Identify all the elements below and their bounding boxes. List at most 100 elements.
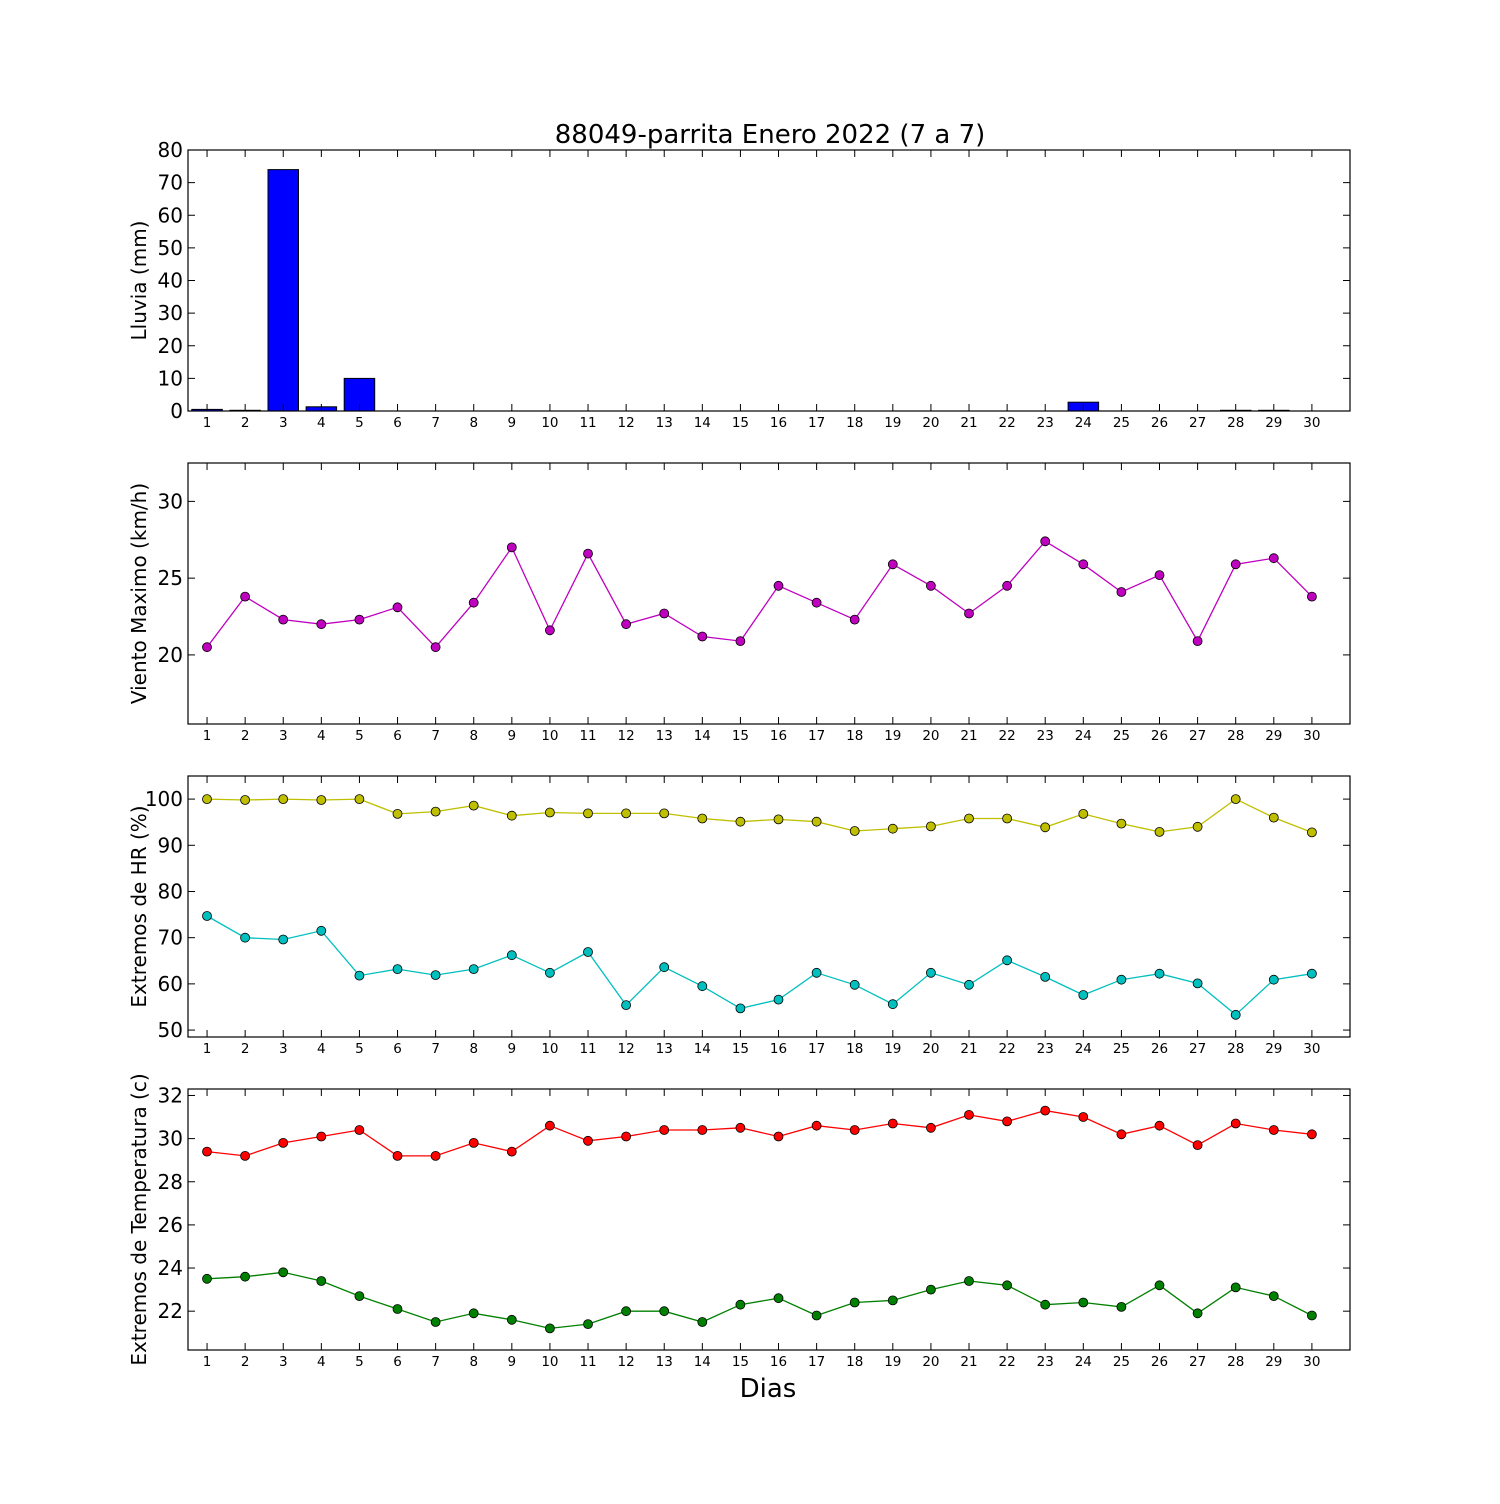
- panel-2-series-1-point-day-12: [621, 619, 631, 630]
- panel-1-xtick-label: 8: [469, 415, 478, 431]
- panel-2-xtick-label: 22: [999, 728, 1016, 744]
- panel-3-series-2-point-day-27: [1192, 978, 1203, 989]
- panel-3-series-1-point-day-5: [354, 794, 365, 804]
- panel-4-series-2-point-day-23: [1040, 1299, 1051, 1310]
- panel-3-xtick-label: 23: [1037, 1041, 1054, 1057]
- panel-4-series-1-line: [206, 1109, 1312, 1157]
- panel-4-xtick-label: 20: [922, 1354, 939, 1370]
- panel-2-series-1-point-day-2: [240, 591, 251, 602]
- panel-1-xtick-label: 24: [1075, 415, 1092, 431]
- panel-4-xtick-label: 1: [203, 1354, 212, 1370]
- panel-1-xtick-label: 17: [808, 415, 825, 431]
- panel-3-frame: [187, 775, 1351, 1038]
- panel-1-ytick-label: 60: [158, 203, 183, 227]
- panel-4-xtick-label: 22: [999, 1354, 1016, 1370]
- panel-4-series-2-point-day-10: [545, 1323, 555, 1334]
- panel-1-y-axis-label: Lluvia (mm): [127, 221, 151, 341]
- panel-3-series-1-point-day-20: [926, 821, 936, 832]
- panel-3-series-2-point-day-20: [926, 967, 936, 978]
- panel-1-xtick-label: 3: [279, 415, 288, 431]
- panel-4-xtick-label: 2: [241, 1354, 250, 1370]
- panel-4-ytick-label: 32: [158, 1083, 183, 1107]
- panel-2-series-1-point-day-27: [1192, 636, 1203, 646]
- panel-2-series-1-point-day-22: [1002, 580, 1012, 591]
- panel-2-xtick-label: 1: [203, 728, 212, 744]
- panel-3-xtick-label: 13: [656, 1041, 673, 1057]
- panel-2-series-1-point-day-19: [887, 559, 898, 570]
- panel-3-ytick-label: 70: [158, 926, 183, 950]
- chart-title: 88049-parrita Enero 2022 (7 a 7): [555, 120, 986, 150]
- panel-4-series-1-point-day-20: [926, 1122, 936, 1133]
- panel-1-ytick-label: 10: [158, 366, 183, 390]
- panel-1-xtick-label: 21: [960, 415, 977, 431]
- panel-2-frame: [187, 462, 1351, 725]
- panel-1-xtick-label: 12: [618, 415, 635, 431]
- panel-1-xtick-label: 1: [203, 415, 212, 431]
- panel-4-series-1-point-day-5: [354, 1125, 365, 1135]
- panel-3-series-2-point-day-17: [811, 967, 822, 978]
- panel-4-series-2-point-day-5: [354, 1291, 365, 1301]
- panel-3-xtick-label: 17: [808, 1041, 825, 1057]
- panel-3-series-1-point-day-28: [1230, 794, 1241, 804]
- panel-4-series-2-point-day-4: [316, 1276, 327, 1286]
- panel-1-ytick-label: 40: [158, 269, 183, 293]
- panel-2-series-1-point-day-10: [545, 625, 555, 636]
- panel-4-series-2-point-day-6: [392, 1304, 403, 1314]
- panel-4-xtick-label: 17: [808, 1354, 825, 1370]
- panel-3-ytick-label: 90: [158, 833, 183, 857]
- panel-4-series-1-point-day-28: [1230, 1118, 1241, 1129]
- panel-2-series-1-line: [206, 540, 1313, 649]
- panel-2-series-1-point-day-1: [202, 642, 212, 653]
- panel-3-xtick-label: 10: [541, 1041, 558, 1057]
- panel-2-xtick-label: 7: [431, 728, 440, 744]
- panel-2-series-1-point-day-26: [1154, 570, 1165, 580]
- panel-4-xtick-label: 26: [1151, 1354, 1168, 1370]
- panel-3-series-2-point-day-18: [849, 979, 860, 990]
- panel-3-series-1-point-day-25: [1116, 818, 1127, 829]
- rain-bar-day-3: [267, 169, 299, 412]
- panel-1-ytick-label: 80: [158, 138, 183, 162]
- panel-3-xtick-label: 12: [618, 1041, 635, 1057]
- panel-3-series-2-point-day-4: [316, 925, 327, 936]
- panel-4-series-1-point-day-21: [964, 1110, 974, 1120]
- panel-4-series-1-point-day-30: [1307, 1129, 1317, 1140]
- panel-3-series-2-point-day-15: [735, 1003, 746, 1014]
- panel-2-ytick-label: 30: [158, 489, 183, 513]
- panel-2-series-1-point-day-30: [1307, 591, 1317, 602]
- panel-1-xtick-label: 29: [1265, 415, 1282, 431]
- panel-4-xtick-label: 19: [884, 1354, 901, 1370]
- panel-3-xtick-label: 22: [999, 1041, 1016, 1057]
- panel-1-ytick-label: 20: [158, 334, 183, 358]
- panel-2-xtick-label: 2: [241, 728, 250, 744]
- panel-3-series-2-point-day-22: [1002, 955, 1012, 966]
- panel-4-series-2-point-day-25: [1116, 1302, 1127, 1312]
- panel-4-series-2-point-day-7: [430, 1317, 441, 1327]
- panel-4-series-1-point-day-22: [1002, 1116, 1012, 1127]
- panel-4-series-1-point-day-17: [811, 1120, 822, 1131]
- panel-4-series-2-point-day-3: [278, 1267, 289, 1278]
- panel-1-frame: [187, 149, 1351, 412]
- panel-4-series-1-point-day-16: [773, 1131, 784, 1142]
- panel-2-series-1-point-day-21: [964, 608, 974, 619]
- panel-4-series-2-point-day-9: [506, 1314, 517, 1325]
- panel-3-xtick-label: 28: [1227, 1041, 1244, 1057]
- panel-2-xtick-label: 11: [579, 728, 596, 744]
- panel-2-series-1-point-day-16: [773, 580, 784, 591]
- panel-3-series-1-point-day-24: [1078, 809, 1089, 819]
- panel-4-xtick-label: 14: [694, 1354, 711, 1370]
- panel-1-xtick-label: 20: [922, 415, 939, 431]
- panel-3-xtick-label: 8: [469, 1041, 478, 1057]
- panel-3-series-1-point-day-10: [545, 807, 555, 818]
- panel-4-series-1-point-day-25: [1116, 1129, 1127, 1140]
- panel-2-xtick-label: 30: [1303, 728, 1320, 744]
- panel-2-series-1-point-day-6: [392, 602, 403, 613]
- panel-3-series-2-point-day-10: [545, 967, 555, 978]
- panel-2-series-1-point-day-29: [1268, 553, 1279, 564]
- panel-4-series-2-point-day-24: [1078, 1297, 1089, 1308]
- panel-1-xtick-label: 7: [431, 415, 440, 431]
- panel-4-xtick-label: 29: [1265, 1354, 1282, 1370]
- panel-3-series-2-point-day-12: [621, 1000, 631, 1010]
- panel-1-xtick-label: 11: [579, 415, 596, 431]
- panel-3-series-2-point-day-16: [773, 994, 784, 1005]
